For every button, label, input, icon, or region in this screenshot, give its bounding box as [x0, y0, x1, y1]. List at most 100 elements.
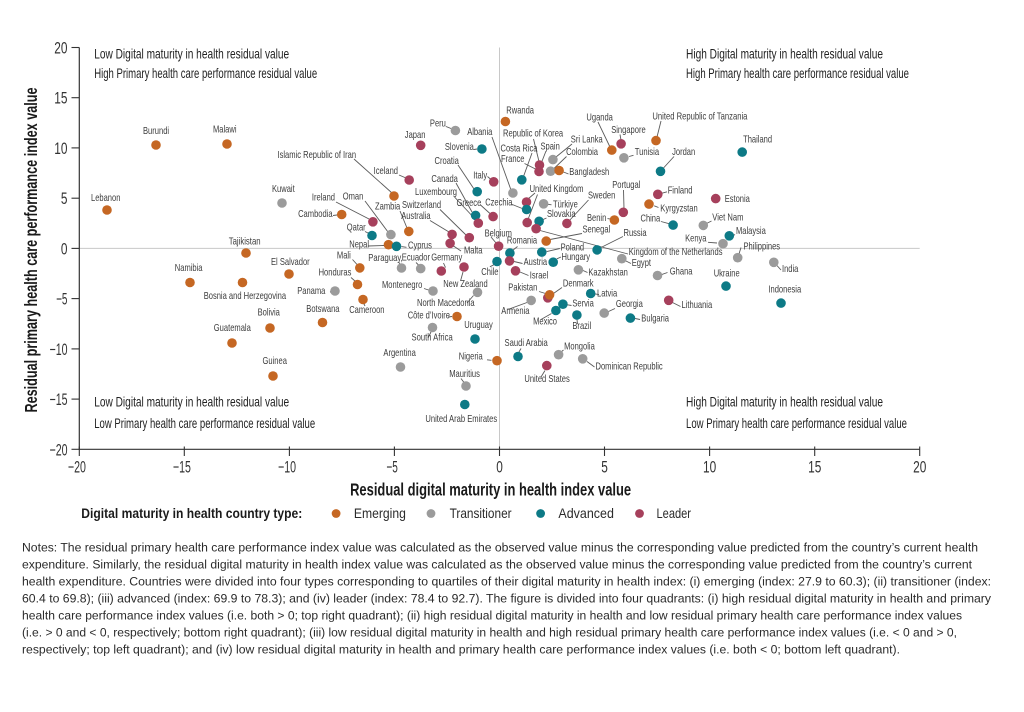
svg-text:−5: −5	[386, 459, 397, 477]
svg-text:Australia: Australia	[401, 210, 431, 222]
svg-text:Bangladesh: Bangladesh	[569, 166, 609, 178]
svg-text:−15: −15	[50, 391, 68, 409]
svg-text:Mexico: Mexico	[533, 316, 557, 328]
svg-text:Italy: Italy	[473, 170, 487, 182]
svg-text:Sweden: Sweden	[588, 190, 615, 202]
svg-text:5: 5	[61, 190, 68, 208]
svg-text:Senegal: Senegal	[583, 224, 611, 236]
svg-text:Kingdom of the Netherlands: Kingdom of the Netherlands	[629, 246, 723, 258]
svg-text:Indonesia: Indonesia	[768, 284, 801, 296]
svg-text:Finland: Finland	[668, 185, 693, 197]
svg-text:Kenya: Kenya	[685, 233, 707, 245]
svg-text:Low Digital maturity in health: Low Digital maturity in health residual …	[94, 46, 289, 62]
svg-text:Viet Nam: Viet Nam	[712, 212, 743, 224]
svg-text:Uganda: Uganda	[586, 112, 613, 124]
svg-text:Latvia: Latvia	[597, 288, 617, 300]
svg-text:Low Primary health care perfor: Low Primary health care performance resi…	[94, 415, 315, 431]
svg-text:Romania: Romania	[507, 235, 537, 247]
svg-text:20: 20	[54, 40, 67, 58]
svg-text:Islamic Republic of Iran: Islamic Republic of Iran	[278, 149, 357, 161]
svg-text:Croatia: Croatia	[435, 155, 460, 167]
svg-text:Low Digital maturity in health: Low Digital maturity in health residual …	[94, 394, 289, 410]
svg-text:Estonia: Estonia	[725, 193, 750, 205]
svg-text:Rwanda: Rwanda	[506, 105, 534, 117]
svg-text:Malawi: Malawi	[213, 124, 237, 136]
svg-text:Luxembourg: Luxembourg	[415, 186, 457, 198]
svg-text:Israel: Israel	[530, 270, 549, 282]
svg-text:United Republic of Tanzania: United Republic of Tanzania	[652, 111, 747, 123]
svg-text:Residual primary health care p: Residual primary health care performance…	[21, 87, 41, 412]
svg-text:Bulgaria: Bulgaria	[641, 313, 669, 325]
svg-text:High Primary health care perfo: High Primary health care performance res…	[686, 65, 909, 81]
svg-text:Namibia: Namibia	[175, 262, 203, 274]
svg-text:Slovakia: Slovakia	[547, 208, 576, 220]
svg-text:Bolivia: Bolivia	[258, 307, 280, 319]
svg-text:Tajikistan: Tajikistan	[229, 236, 261, 248]
svg-text:Emerging: Emerging	[354, 505, 406, 521]
svg-text:−10: −10	[278, 459, 296, 477]
svg-text:Thailand: Thailand	[743, 134, 772, 146]
svg-text:Republic of Korea: Republic of Korea	[503, 128, 563, 140]
svg-text:Qatar: Qatar	[347, 222, 366, 234]
svg-text:China: China	[641, 213, 661, 225]
svg-text:Egypt: Egypt	[632, 257, 651, 269]
svg-text:Residual digital maturity in h: Residual digital maturity in health inde…	[350, 480, 631, 500]
svg-text:15: 15	[54, 90, 67, 108]
svg-text:Japan: Japan	[405, 129, 426, 141]
svg-text:El Salvador: El Salvador	[271, 256, 310, 268]
svg-text:New Zealand: New Zealand	[443, 278, 488, 290]
svg-text:United States: United States	[524, 373, 569, 385]
svg-text:Singapore: Singapore	[611, 124, 646, 136]
svg-text:Mongolia: Mongolia	[564, 341, 595, 353]
svg-text:Advanced: Advanced	[558, 505, 614, 521]
svg-text:Armenia: Armenia	[501, 305, 529, 317]
svg-text:5: 5	[601, 459, 608, 477]
svg-text:Kyrgyzstan: Kyrgyzstan	[660, 203, 698, 215]
svg-text:Mali: Mali	[337, 250, 351, 262]
svg-text:Leader: Leader	[657, 505, 692, 521]
svg-text:Chile: Chile	[481, 266, 498, 278]
svg-text:Slovenia: Slovenia	[445, 141, 474, 153]
svg-text:Canada: Canada	[431, 173, 458, 185]
svg-text:Ghana: Ghana	[670, 266, 693, 278]
svg-text:−20: −20	[50, 441, 68, 459]
svg-text:Jordan: Jordan	[672, 146, 695, 158]
svg-text:Spain: Spain	[541, 141, 560, 153]
svg-text:Ecuador: Ecuador	[402, 252, 431, 264]
svg-text:Germany: Germany	[431, 252, 463, 264]
svg-text:Guatemala: Guatemala	[214, 322, 251, 334]
svg-text:Czechia: Czechia	[485, 197, 512, 209]
svg-text:Austria: Austria	[524, 256, 548, 268]
svg-text:Uruguay: Uruguay	[464, 319, 493, 331]
svg-text:Honduras: Honduras	[319, 267, 352, 279]
svg-text:Iceland: Iceland	[374, 165, 399, 177]
svg-text:Servia: Servia	[572, 298, 594, 310]
svg-text:60.4 to 69.8); (iii) advanced: 60.4 to 69.8); (iii) advanced (index: 69…	[22, 592, 992, 606]
svg-text:United Kingdom: United Kingdom	[530, 183, 584, 195]
svg-text:Zambia: Zambia	[375, 201, 400, 213]
svg-text:Philippines: Philippines	[744, 241, 781, 253]
svg-text:Greece: Greece	[457, 197, 482, 209]
svg-text:−10: −10	[50, 341, 68, 359]
svg-text:Pakistan: Pakistan	[508, 282, 537, 294]
svg-text:Dominican Republic: Dominican Republic	[596, 361, 663, 373]
svg-text:High Digital maturity in healt: High Digital maturity in health residual…	[686, 46, 883, 62]
svg-text:Colombia: Colombia	[566, 146, 598, 158]
svg-text:Botswana: Botswana	[306, 303, 339, 315]
svg-text:Burundi: Burundi	[143, 125, 169, 137]
svg-text:−5: −5	[56, 291, 67, 309]
svg-text:Oman: Oman	[343, 191, 364, 203]
svg-text:Georgia: Georgia	[616, 298, 643, 310]
svg-text:Malaysia: Malaysia	[736, 225, 766, 237]
svg-text:Bosnia and Herzegovina: Bosnia and Herzegovina	[204, 290, 287, 302]
svg-text:Argentina: Argentina	[383, 347, 416, 359]
svg-text:Lebanon: Lebanon	[91, 192, 121, 204]
svg-text:Costa Rica: Costa Rica	[501, 143, 538, 155]
svg-text:Albania: Albania	[467, 126, 492, 138]
svg-text:Nigeria: Nigeria	[459, 351, 483, 363]
svg-text:Cameroon: Cameroon	[349, 304, 384, 316]
svg-text:15: 15	[808, 459, 821, 477]
svg-text:Mauritius: Mauritius	[449, 368, 480, 380]
svg-text:North Macedonia: North Macedonia	[417, 297, 475, 309]
svg-text:Belgium: Belgium	[485, 228, 512, 240]
